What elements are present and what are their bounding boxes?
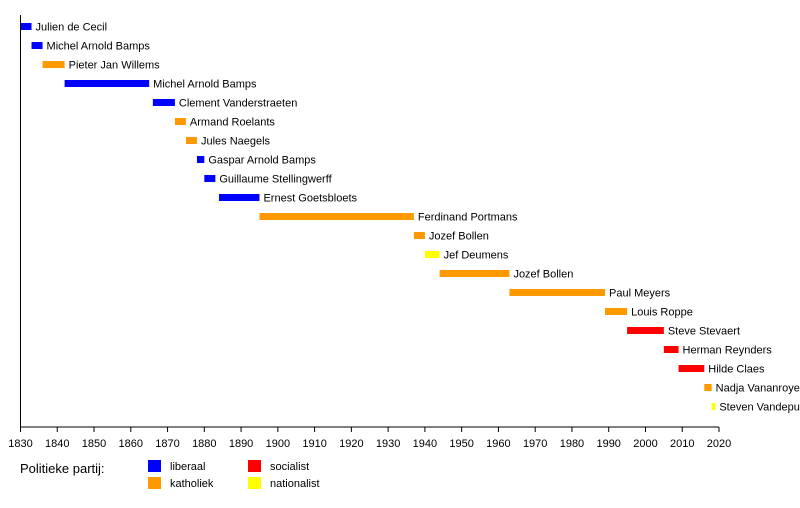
- legend-swatch-katholiek: [148, 477, 161, 489]
- x-tick-label: 1930: [376, 438, 400, 450]
- bars-group: Julien de Cecil Michel Arnold Bamps Pieter…: [20, 22, 800, 414]
- timeline-bar: [219, 194, 260, 201]
- x-tick-label: 1950: [449, 438, 473, 450]
- legend: Politieke partij: liberaal socialist katho…: [20, 460, 320, 490]
- x-tick-label: 1860: [119, 438, 143, 450]
- x-tick-label: 1990: [596, 438, 620, 450]
- bar-label: Jozef Bollen: [429, 231, 489, 243]
- timeline-bar: [64, 80, 150, 87]
- timeline-bar: [424, 251, 440, 258]
- timeline-bar: [704, 384, 712, 391]
- bar-label: Armand Roelants: [190, 117, 275, 129]
- bar-label: Ferdinand Portmans: [418, 212, 518, 224]
- bar-label: Herman Reynders: [683, 345, 773, 357]
- timeline-bar: [204, 175, 216, 182]
- timeline-bar: [31, 42, 43, 49]
- timeline-bar: [20, 23, 32, 30]
- x-tick-label: 1960: [486, 438, 510, 450]
- x-axis: 1830 1840 1850 1860 1870 1880 1890 1900 1910 1920…: [8, 15, 731, 450]
- legend-label: socialist: [270, 461, 309, 473]
- timeline-bar: [185, 137, 197, 144]
- legend-swatch-liberaal: [148, 460, 161, 472]
- x-tick-label: 2000: [633, 438, 657, 450]
- bar-label: Louis Roppe: [631, 307, 693, 319]
- timeline-bar: [174, 118, 186, 125]
- x-tick-label: 2010: [670, 438, 694, 450]
- timeline-bar: [605, 308, 628, 315]
- bar-label: Hilde Claes: [708, 364, 765, 376]
- bar-label: Gaspar Arnold Bamps: [208, 155, 316, 167]
- x-tick-label: 1890: [229, 438, 253, 450]
- legend-label: katholiek: [170, 478, 214, 490]
- x-tick-label: 1850: [82, 438, 106, 450]
- bar-label: Jef Deumens: [444, 250, 509, 262]
- x-tick-label: 1830: [8, 438, 32, 450]
- x-tick-label: 1900: [266, 438, 290, 450]
- legend-label: nationalist: [270, 478, 320, 490]
- timeline-bar: [439, 270, 510, 277]
- bar-label: Paul Meyers: [609, 288, 671, 300]
- timeline-bar: [196, 156, 205, 163]
- legend-label: liberaal: [170, 461, 205, 473]
- timeline-bar: [663, 346, 679, 353]
- legend-title: Politieke partij:: [20, 461, 105, 476]
- x-tick-label: 1840: [45, 438, 69, 450]
- bar-label: Michel Arnold Bamps: [47, 41, 151, 53]
- timeline-bar: [627, 327, 664, 334]
- bar-label: Pieter Jan Willems: [69, 60, 161, 72]
- bar-label: Steven Vandeput: [719, 402, 800, 414]
- x-tick-label: 1940: [413, 438, 437, 450]
- bar-label: Nadja Vananroye: [716, 383, 800, 395]
- bar-label: Julien de Cecil: [36, 22, 108, 34]
- legend-swatch-nationalist: [248, 477, 261, 489]
- timeline-bar: [42, 61, 65, 68]
- x-tick-label: 1870: [155, 438, 179, 450]
- bar-label: Ernest Goetsbloets: [263, 193, 357, 205]
- timeline-bar: [711, 403, 716, 410]
- x-tick-label: 1970: [523, 438, 547, 450]
- bar-label: Jozef Bollen: [513, 269, 573, 281]
- bar-label: Steve Stevaert: [668, 326, 740, 338]
- x-tick-label: 1980: [560, 438, 584, 450]
- bar-label: Jules Naegels: [201, 136, 271, 148]
- timeline-bar: [509, 289, 606, 296]
- timeline-bar: [152, 99, 175, 106]
- timeline-bar: [259, 213, 414, 220]
- legend-swatch-socialist: [248, 460, 261, 472]
- x-tick-label: 1880: [192, 438, 216, 450]
- bar-label: Michel Arnold Bamps: [153, 79, 257, 91]
- bar-label: Clement Vanderstraeten: [179, 98, 297, 110]
- timeline-bar: [678, 365, 705, 372]
- x-tick-label: 2020: [707, 438, 731, 450]
- x-tick-label: 1920: [339, 438, 363, 450]
- bar-label: Guillaume Stellingwerff: [219, 174, 332, 186]
- x-tick-label: 1910: [302, 438, 326, 450]
- timeline-bar: [413, 232, 425, 239]
